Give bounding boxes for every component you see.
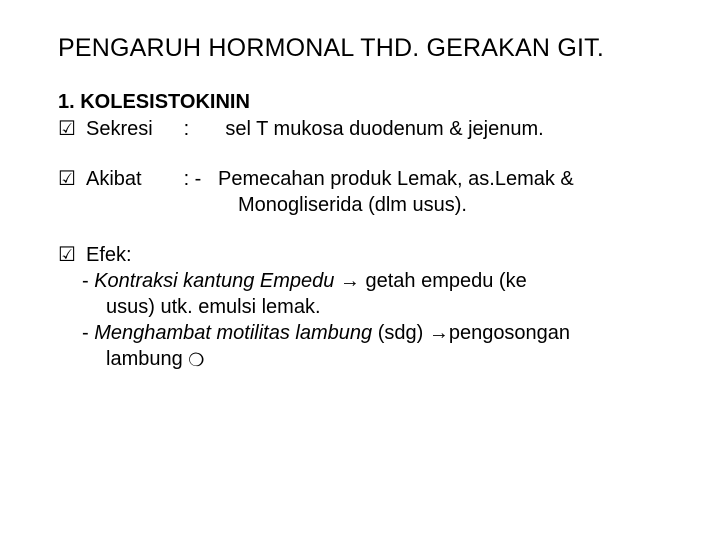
dash: - (82, 270, 94, 292)
sekresi-label: Sekresi (86, 116, 178, 142)
item-akibat: ☑ Akibat : - Pemecahan produk Lemak, as.… (58, 166, 670, 218)
akibat-label: Akibat (86, 166, 178, 192)
slide-title: PENGARUH HORMONAL THD. GERAKAN GIT. (58, 34, 670, 63)
efek-b1-italic: Kontraksi kantung Empedu (94, 270, 334, 292)
efek-b1-rest: → getah empedu (ke (334, 270, 526, 292)
moon-icon: ❍ (188, 350, 204, 370)
checkbox-icon: ☑ (58, 116, 76, 142)
efek-b2-cont: lambung ❍ (58, 346, 670, 372)
efek-label: Efek: (86, 242, 132, 268)
efek-bullet-2: - Menghambat motilitas lambung (sdg) →pe… (58, 320, 670, 346)
checkbox-icon: ☑ (58, 166, 76, 192)
checkbox-icon: ☑ (58, 242, 76, 268)
dash: - (82, 322, 94, 344)
section-heading: 1. KOLESISTOKININ (58, 91, 670, 114)
akibat-line1: Pemecahan produk Lemak, as.Lemak & (218, 168, 574, 190)
slide: PENGARUH HORMONAL THD. GERAKAN GIT. 1. K… (0, 0, 720, 540)
efek-b1-cont: usus) utk. emulsi lemak. (58, 294, 670, 320)
sekresi-text: sel T mukosa duodenum & jejenum. (225, 118, 543, 140)
efek-bullet-1: - Kontraksi kantung Empedu → getah emped… (58, 268, 670, 294)
colon: : (184, 116, 198, 142)
item-efek: ☑ Efek: - Kontraksi kantung Empedu → get… (58, 242, 670, 372)
efek-b2-rest: (sdg) →pengosongan (372, 322, 570, 344)
colon: : - (184, 168, 202, 190)
akibat-line2: Monogliserida (dlm usus). (58, 192, 670, 218)
efek-b2-italic: Menghambat motilitas lambung (94, 322, 372, 344)
item-sekresi: ☑ Sekresi : sel T mukosa duodenum & jeje… (58, 116, 670, 142)
efek-b2-cont-text: lambung (106, 348, 188, 370)
